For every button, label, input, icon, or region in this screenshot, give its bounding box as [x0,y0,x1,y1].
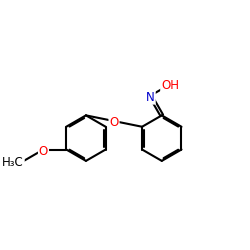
Text: H₃C: H₃C [2,156,24,169]
Text: N: N [146,91,155,104]
Text: O: O [110,116,119,129]
Text: O: O [39,144,48,158]
Text: OH: OH [161,79,179,92]
